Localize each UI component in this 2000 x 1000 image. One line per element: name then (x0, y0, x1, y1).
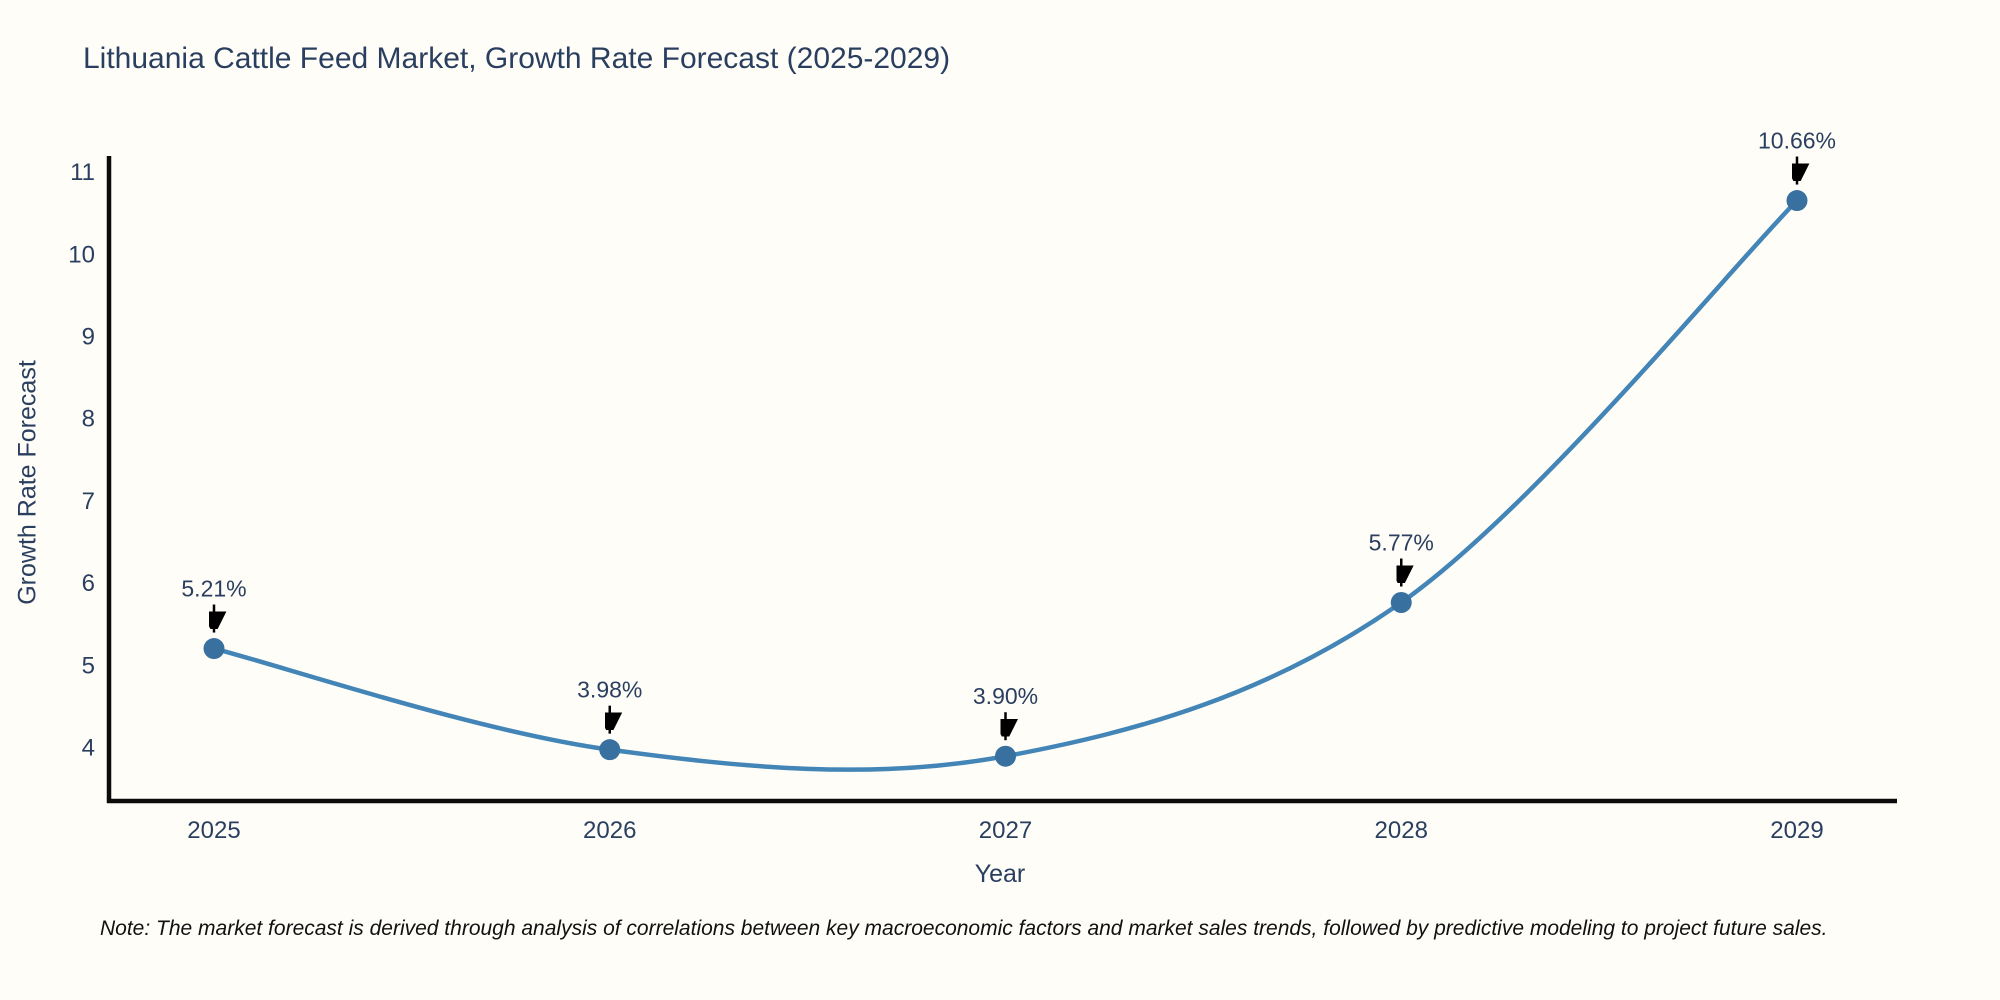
x-tick-label: 2025 (187, 817, 240, 844)
chart-title: Lithuania Cattle Feed Market, Growth Rat… (83, 42, 951, 75)
y-tick-label: 7 (82, 488, 95, 515)
point-annotation-label: 5.77% (1369, 530, 1434, 556)
x-tick-label: 2027 (979, 817, 1032, 844)
x-tick-label: 2028 (1375, 817, 1428, 844)
data-point-marker (1390, 592, 1412, 614)
forecast-line-path (211, 198, 1800, 772)
data-point-marker (203, 638, 225, 660)
point-annotation-label: 5.21% (181, 576, 246, 602)
y-tick-label: 5 (82, 652, 95, 679)
x-tick-label: 2026 (583, 817, 636, 844)
y-tick-label: 4 (82, 735, 95, 762)
point-annotations: 5.21% 3.98% 3.90% 5.77% 10.66% (181, 128, 1836, 741)
y-axis-title: Growth Rate Forecast (13, 360, 42, 605)
point-annotation-label: 10.66% (1758, 128, 1836, 154)
y-tick-label: 6 (82, 570, 95, 597)
data-point-marker (995, 745, 1016, 767)
point-annotation-label: 3.98% (577, 677, 642, 703)
data-point-markers (203, 190, 1808, 767)
x-tick-label: 2029 (1770, 817, 1823, 844)
chart-note: Note: The market forecast is derived thr… (100, 917, 1828, 940)
data-point-marker (1786, 190, 1808, 212)
y-axis-ticks: 4 5 6 7 8 9 10 11 (68, 159, 95, 761)
y-tick-label: 10 (68, 241, 95, 268)
point-annotation-label: 3.90% (973, 683, 1038, 709)
x-axis-title: Year (974, 860, 1026, 888)
forecast-line (211, 198, 1800, 772)
x-axis-ticks: 2025 2026 2027 2028 2029 (187, 817, 1823, 844)
axes (106, 156, 1897, 804)
data-point-marker (599, 739, 621, 761)
y-tick-label: 8 (82, 406, 95, 433)
y-tick-label: 9 (82, 324, 95, 351)
y-tick-label: 11 (70, 159, 95, 186)
